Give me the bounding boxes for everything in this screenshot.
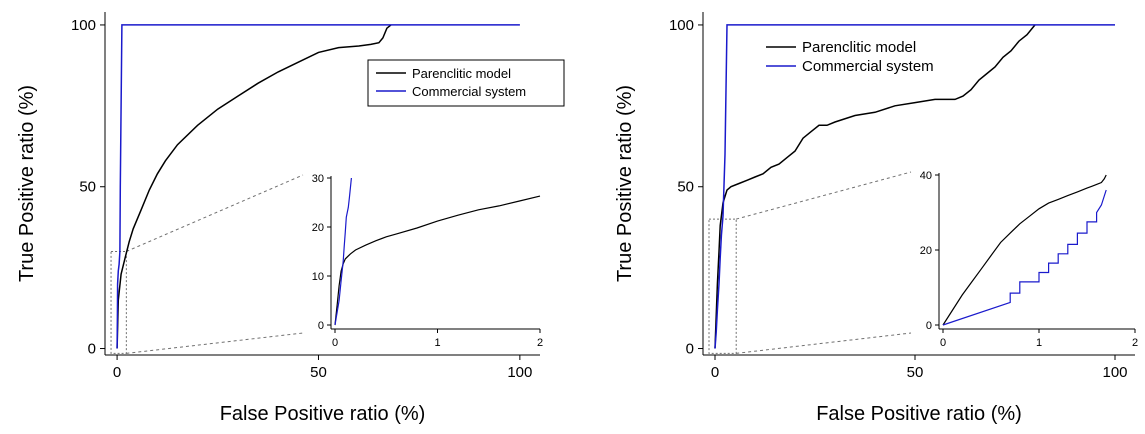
inset-x-tick-label: 2 — [537, 337, 543, 349]
inset-y-tick-label: 30 — [312, 173, 324, 185]
x-tick-label: 50 — [310, 364, 327, 381]
x-tick-label: 0 — [711, 364, 719, 381]
inset-series-line-commercial-system — [942, 189, 1107, 326]
y-axis-title: True Positive ratio (%) — [16, 85, 38, 282]
y-tick-label: 50 — [677, 179, 694, 196]
y-axis-title: True Positive ratio (%) — [614, 85, 636, 282]
x-tick-label: 50 — [907, 364, 924, 381]
inset-series-line-parenclitic-model — [942, 174, 1107, 326]
inset-x-tick-label: 1 — [434, 337, 440, 349]
inset-y-tick-label: 0 — [318, 320, 324, 332]
series-line-parenclitic-model — [116, 24, 392, 349]
inset-series-line-parenclitic-model — [334, 195, 541, 326]
inset-x-tick-label: 1 — [1036, 337, 1042, 349]
series-line-commercial-system — [714, 24, 1115, 349]
legend-label: Parenclitic model — [802, 39, 916, 56]
zoom-connector — [736, 171, 912, 220]
x-tick-label: 0 — [113, 364, 121, 381]
y-tick-label: 50 — [79, 179, 96, 196]
series-line-commercial-system — [116, 24, 520, 349]
inset-y-tick-label: 40 — [920, 170, 932, 182]
zoom-connector — [126, 174, 304, 252]
x-tick-label: 100 — [507, 364, 532, 381]
inset-background — [329, 174, 546, 331]
zoom-box — [110, 250, 127, 354]
x-axis-title: False Positive ratio (%) — [816, 403, 1022, 425]
legend: Parenclitic model Commercial system — [367, 59, 565, 107]
legend: Parenclitic model Commercial system — [758, 34, 956, 76]
y-tick-label: 0 — [88, 341, 96, 358]
zoom-box — [708, 218, 737, 354]
zoom-connector — [126, 332, 304, 354]
inset-y-tick-label: 20 — [312, 222, 324, 234]
legend-box — [367, 59, 565, 107]
y-tick-label: 100 — [71, 17, 96, 34]
inset-y-tick-label: 0 — [926, 320, 932, 332]
inset-y-tick-label: 20 — [920, 245, 932, 257]
legend-label: Commercial system — [412, 84, 526, 99]
inset-series-line-commercial-system — [334, 177, 352, 326]
inset-x-tick-label: 0 — [940, 337, 946, 349]
inset-x-tick-label: 2 — [1132, 337, 1138, 349]
y-tick-label: 0 — [686, 341, 694, 358]
x-axis-title: False Positive ratio (%) — [220, 403, 426, 425]
legend-box — [758, 34, 956, 76]
x-tick-label: 100 — [1102, 364, 1127, 381]
legend-label: Parenclitic model — [412, 66, 511, 81]
inset-background — [937, 171, 1141, 331]
zoom-connector — [736, 332, 912, 354]
inset-x-tick-label: 0 — [332, 337, 338, 349]
inset-y-tick-label: 10 — [312, 271, 324, 283]
y-tick-label: 100 — [669, 17, 694, 34]
legend-label: Commercial system — [802, 58, 934, 75]
